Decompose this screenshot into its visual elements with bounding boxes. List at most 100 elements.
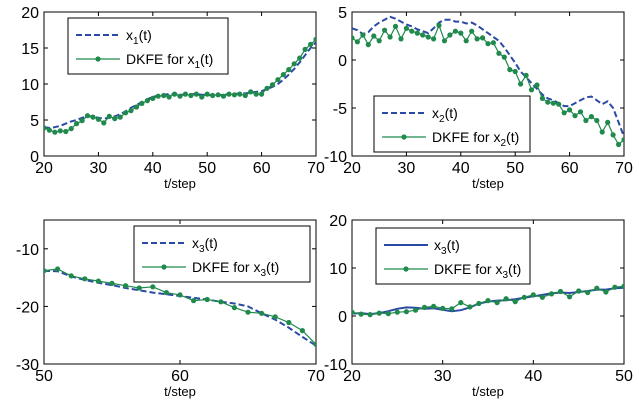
dkfe-point: [231, 92, 237, 98]
dkfe-point: [458, 30, 464, 36]
x-tick-label: 70: [307, 160, 325, 177]
dkfe-point: [63, 128, 69, 135]
dkfe-point: [313, 341, 316, 347]
dkfe-point: [226, 91, 232, 97]
dkfe-point: [431, 36, 437, 42]
dkfe-point: [556, 101, 562, 107]
dkfe-point: [585, 289, 591, 296]
legend-entry: DKFE for x2(t): [432, 129, 519, 149]
y-tick-label: -10: [324, 149, 347, 166]
y-tick-label: -10: [16, 242, 39, 259]
dkfe-point: [452, 28, 458, 34]
dkfe-point: [215, 92, 221, 98]
dkfe-point: [204, 296, 210, 303]
dkfe-point: [496, 50, 502, 56]
dkfe-point: [561, 110, 567, 116]
dkfe-point: [567, 107, 573, 113]
x-tick-label: 40: [452, 160, 470, 177]
dkfe-point: [431, 303, 437, 309]
x-tick-label: 60: [253, 160, 271, 177]
dkfe-point: [308, 41, 314, 48]
legend: x3(t)DKFE for x3(t): [375, 227, 531, 285]
dkfe-point: [521, 294, 527, 300]
dkfe-point: [199, 94, 205, 100]
y-tick-label: -10: [324, 357, 347, 374]
dkfe-point: [572, 113, 578, 119]
dkfe-point: [440, 305, 446, 311]
dkfe-point: [577, 109, 584, 115]
dkfe-point: [382, 27, 388, 33]
dkfe-point: [485, 298, 491, 304]
legend-marker: [401, 134, 407, 140]
dkfe-point: [523, 72, 529, 78]
dkfe-point: [280, 72, 286, 78]
dkfe-point: [272, 314, 278, 320]
dkfe-point: [150, 284, 156, 290]
x-tick-label: 70: [615, 160, 633, 177]
dkfe-point: [191, 298, 197, 304]
dkfe-point: [480, 35, 486, 41]
dkfe-point: [182, 91, 188, 97]
dkfe-point: [403, 309, 409, 315]
dkfe-point: [117, 114, 123, 120]
x-tick-label: 20: [35, 160, 53, 177]
dkfe-point: [44, 268, 47, 274]
y-tick-label: -20: [16, 299, 39, 316]
legend-entry-base: DKFE for x: [192, 259, 260, 275]
axes-frame: [351, 219, 625, 365]
dkfe-point: [248, 89, 254, 95]
legend-entry: x1(t): [126, 27, 152, 47]
dkfe-point: [528, 87, 535, 93]
dkfe-point: [144, 98, 150, 104]
dkfe-point: [567, 294, 573, 300]
dkfe-point: [376, 38, 382, 44]
dkfe-point: [218, 299, 224, 305]
dkfe-point: [68, 126, 74, 132]
dkfe-point: [128, 108, 134, 114]
dkfe-point: [133, 104, 140, 110]
dkfe-point: [534, 82, 540, 88]
dkfe-point: [269, 82, 276, 88]
dkfe-point: [90, 114, 96, 120]
legend-entry-subscript: 2: [500, 138, 506, 149]
legend-entry: x2(t): [432, 105, 458, 125]
dkfe-point: [398, 36, 404, 42]
x-axis-label: t/step: [164, 384, 196, 399]
dkfe-point: [594, 285, 600, 291]
x-tick-label: 50: [198, 160, 216, 177]
plot-area: [352, 283, 624, 318]
y-tick-label: 15: [21, 41, 39, 58]
dkfe-point: [106, 113, 112, 119]
legend-entry-tail: (t): [508, 261, 521, 277]
y-tick-label: -30: [16, 357, 39, 374]
dkfe-point: [193, 91, 199, 97]
legend: x1(t)DKFE for x1(t): [67, 17, 229, 75]
dkfe-point: [474, 36, 480, 42]
dkfe-point: [166, 94, 172, 100]
legend-entry-tail: (t): [447, 237, 460, 253]
dkfe-point: [46, 127, 53, 133]
dkfe-point: [291, 61, 297, 67]
dkfe-point: [621, 283, 624, 289]
dkfe-point: [358, 311, 364, 317]
dkfe-point: [242, 92, 248, 99]
dkfe-point: [436, 22, 442, 28]
dkfe-point: [354, 39, 360, 45]
legend-entry: x3(t): [434, 237, 460, 257]
dkfe-point: [548, 291, 555, 297]
legend-marker: [161, 264, 167, 270]
legend-marker: [95, 56, 101, 62]
x-tick-label: 30: [90, 160, 108, 177]
dkfe-point: [412, 307, 419, 313]
dkfe-point: [286, 67, 292, 73]
dkfe-point: [302, 46, 308, 53]
dkfe-point: [123, 110, 129, 116]
dkfe-point: [82, 276, 88, 282]
legend-entry: x3(t): [192, 235, 218, 255]
dkfe-point: [530, 292, 536, 298]
dkfe-point: [204, 91, 210, 97]
dkfe-point: [476, 300, 482, 307]
dkfe-point: [360, 32, 366, 38]
